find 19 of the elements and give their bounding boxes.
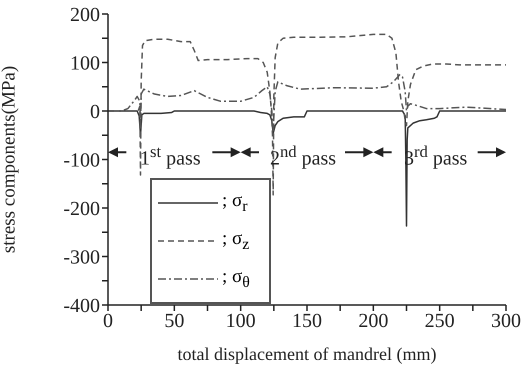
x-tick-label: 100 — [226, 310, 256, 332]
y-tick-label: -200 — [63, 198, 100, 220]
x-tick-label: 50 — [164, 310, 184, 332]
y-tick-label: 100 — [70, 52, 100, 75]
x-tick-label: 300 — [491, 310, 521, 332]
x-tick-label: 200 — [358, 310, 388, 332]
y-tick-label: -300 — [63, 246, 100, 269]
legend-label: ; σ$_{r}$ — [222, 190, 248, 216]
legend-label: ; σ$_{θ}$ — [222, 266, 250, 292]
x-tick-label: 150 — [292, 310, 322, 332]
y-tick-label: -400 — [63, 295, 100, 318]
y-tick-label: 200 — [70, 4, 100, 26]
x-tick-label: 250 — [424, 310, 455, 332]
y-tick-label: -100 — [63, 150, 100, 172]
y-tick-label: 0 — [90, 101, 100, 124]
annotation: 1$^{st}$ pass — [139, 141, 202, 171]
x-axis-title: total displacement of mandrel (mm) — [178, 344, 436, 364]
legend-label: ; σ$_{z}$ — [222, 228, 250, 254]
y-axis-title: stress components(MPa) — [0, 66, 20, 254]
